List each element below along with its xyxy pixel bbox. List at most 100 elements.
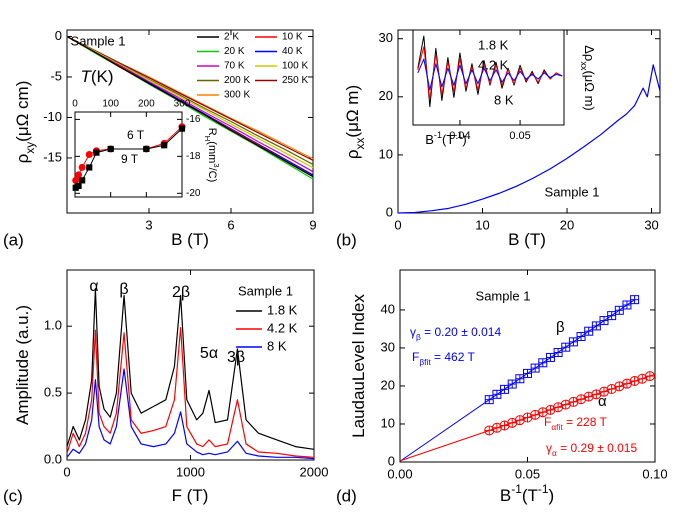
y-tick-label: -16 [186, 114, 201, 125]
y-tick-label: 0.0 [44, 451, 62, 466]
label-part: γ [410, 325, 416, 339]
data-point [107, 145, 114, 153]
inset-series-label: 4.2 K [478, 57, 509, 72]
label-part: xx [579, 61, 589, 71]
marker-shape [78, 163, 86, 171]
annotation: 5α [200, 345, 218, 362]
label-part: F (T) [172, 486, 209, 505]
x-tick-label: 0.04 [449, 130, 470, 142]
y-axis-label: LaudauLevel Index [349, 294, 368, 438]
data-line [66, 35, 314, 161]
label-part: B (T) [171, 230, 209, 249]
label-part: B (T) [508, 230, 546, 249]
data-point [530, 363, 540, 373]
label-part: B [425, 132, 434, 147]
data-point [86, 164, 93, 171]
x-tick-label: 0.00 [387, 466, 412, 481]
y-tick-label: 30 [381, 339, 395, 354]
data-point [484, 395, 494, 405]
inset-series-label: 8 K [494, 92, 514, 107]
data-point [553, 348, 563, 358]
legend-label: 300 K [224, 90, 250, 101]
data-point [72, 176, 80, 184]
marker-shape [178, 125, 186, 132]
fit-annotation: Fαfit = 228 T [544, 415, 608, 432]
data-point [523, 368, 532, 378]
y-tick-label: -18 [186, 151, 201, 162]
x-tick-label: 0 [394, 217, 401, 232]
data-point [499, 420, 510, 431]
x-tick-label: 6 [227, 217, 234, 232]
label-part: = 0.29 ± 0.015 [557, 441, 638, 455]
data-point [530, 409, 541, 420]
marker-shape [75, 182, 82, 190]
label-part: /C) [206, 168, 218, 183]
annotation: Sample 1 [476, 288, 531, 303]
label-part: ρ [13, 154, 32, 164]
label-part: -1 [434, 130, 442, 140]
legend-title: Sample 1 [238, 283, 293, 298]
label-part: xx [353, 138, 367, 150]
data-point [629, 376, 640, 387]
label-part: ) [548, 486, 554, 505]
x-tick-label: 1000 [176, 464, 205, 479]
data-point [621, 378, 632, 389]
x-tick-label: 20 [560, 217, 574, 232]
y-tick-label: 40 [381, 301, 395, 316]
data-point [583, 391, 594, 402]
legend-label: 40 K [282, 46, 303, 57]
panel-label: (b) [336, 230, 357, 249]
inset-y-label: Δρxx(μΩ m) [579, 45, 597, 111]
series-label: α [598, 393, 607, 410]
data-point [614, 381, 625, 392]
x-tick-label: 10 [475, 217, 489, 232]
fit-annotation: γβ = 0.20 ± 0.014 [410, 325, 501, 342]
y-tick-label: -5 [50, 68, 62, 83]
y-tick-label: 0 [386, 204, 393, 219]
legend-label: 1.8 K [267, 302, 298, 317]
label-part: (T [522, 486, 538, 505]
y-tick-label: 1.0 [44, 318, 62, 333]
plot-area [399, 269, 656, 463]
inset-line [417, 46, 563, 100]
y-tick-label: -15 [43, 149, 62, 164]
data-point [515, 374, 525, 384]
label-part: α [552, 448, 557, 458]
inset-x-label: T(K) [80, 67, 113, 86]
data-point [522, 412, 533, 423]
data-point [622, 300, 632, 310]
y-axis-label: ρxx(μΩ m) [343, 85, 367, 159]
data-line [66, 35, 314, 169]
data-point [507, 379, 517, 389]
annotation: α [89, 278, 98, 295]
label-part: (mm [206, 141, 218, 163]
y-tick-label: 0.5 [44, 385, 62, 400]
legend-label: 8 K [267, 338, 287, 353]
data-point [576, 394, 587, 405]
data-point [644, 371, 655, 382]
y-tick-label: 10 [381, 415, 395, 430]
legend-label: 20 K [224, 46, 245, 57]
annotation: 3β [227, 349, 245, 366]
y-axis-label: Amplitude (a.u.) [13, 305, 32, 425]
data-point [614, 305, 624, 315]
data-point [514, 415, 525, 426]
data-point [93, 149, 100, 156]
inset-series-label: 6 T [127, 128, 145, 142]
data-point [599, 316, 609, 326]
y-tick-label: 0 [55, 28, 62, 43]
marker-shape [72, 176, 80, 184]
data-point [591, 389, 602, 400]
inset-series-label: 9 T [121, 152, 139, 166]
marker-shape [107, 145, 114, 153]
label-part: = 228 T [563, 415, 608, 429]
label-part: (μΩ m) [582, 70, 597, 110]
data-point [507, 417, 518, 428]
y-tick-label: 30 [379, 30, 393, 45]
label-part: 3 [212, 163, 221, 167]
marker-shape [93, 149, 100, 156]
data-point [576, 332, 586, 342]
data-point [75, 182, 82, 190]
x-axis-label: B (T) [171, 230, 209, 249]
marker-shape [86, 164, 93, 171]
